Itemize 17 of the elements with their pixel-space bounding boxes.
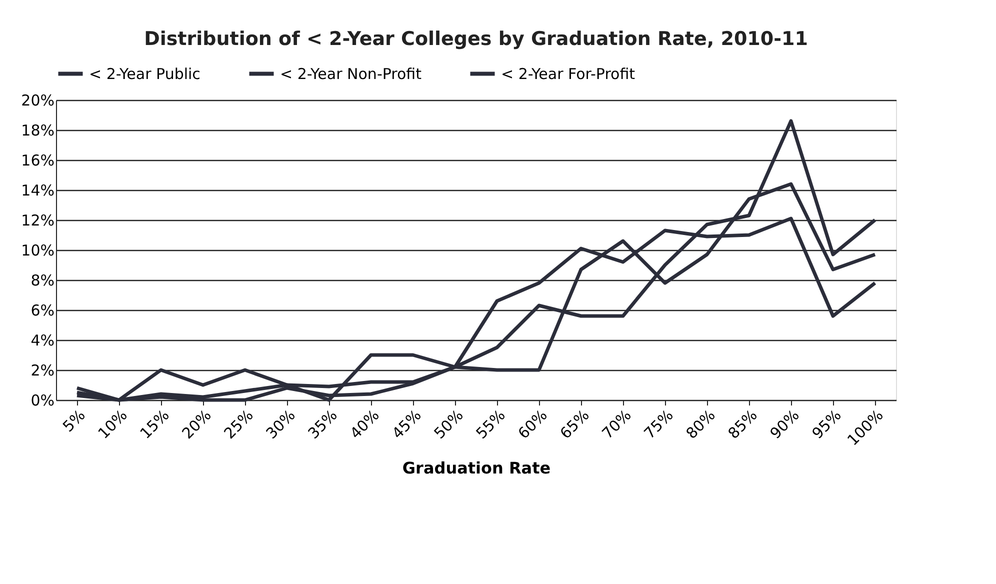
- x-axis-title: Graduation Rate: [402, 458, 551, 478]
- y-tick-label: 8%: [30, 272, 54, 290]
- y-tick-label: 18%: [21, 122, 54, 140]
- y-tick-label: 14%: [21, 182, 54, 200]
- legend-label: < 2-Year For-Profit: [501, 64, 636, 83]
- legend-label: < 2-Year Non-Profit: [280, 64, 422, 83]
- y-tick-label: 2%: [30, 362, 54, 380]
- y-tick-label: 0%: [30, 392, 54, 410]
- y-tick-label: 12%: [21, 212, 54, 230]
- y-tick-label: 10%: [21, 242, 54, 260]
- chart-title: Distribution of < 2-Year Colleges by Graduation Rate, 2010-11: [144, 28, 808, 50]
- y-tick-label: 6%: [30, 302, 54, 320]
- legend-label: < 2-Year Public: [89, 64, 200, 83]
- y-tick-label: 20%: [21, 92, 54, 110]
- x-tick-label: 5%: [59, 406, 89, 436]
- y-tick-label: 4%: [30, 332, 54, 350]
- y-tick-label: 16%: [21, 152, 54, 170]
